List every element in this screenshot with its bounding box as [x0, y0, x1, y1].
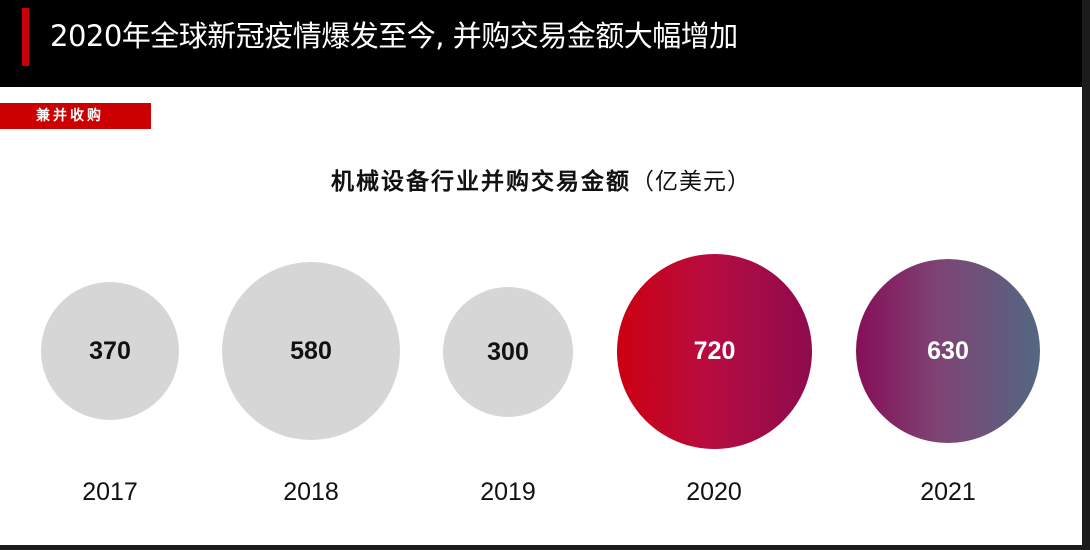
bubble-2017: 370	[41, 282, 179, 420]
section-tag-label: 兼并收购	[36, 108, 104, 124]
bubble-value: 300	[487, 337, 529, 366]
bubble-2021: 630	[856, 259, 1040, 443]
year-label-2021: 2021	[920, 478, 976, 506]
bubble-2020: 720	[617, 254, 812, 449]
header-accent-bar	[22, 8, 29, 66]
bubble-value: 630	[927, 336, 969, 365]
chart-title-main: 机械设备行业并购交易金额	[331, 169, 631, 195]
header-banner: 2020年全球新冠疫情爆发至今, 并购交易金额大幅增加	[0, 0, 1082, 87]
bubble-value: 720	[693, 337, 736, 365]
year-label-2019: 2019	[480, 478, 536, 506]
bubble-value: 370	[89, 336, 131, 365]
bubble-2019: 300	[443, 287, 573, 417]
bubble-2018: 580	[222, 262, 400, 440]
chart-title-unit: （亿美元）	[631, 169, 751, 195]
year-label-2017: 2017	[82, 478, 138, 506]
year-label-2018: 2018	[283, 478, 339, 506]
chart-title: 机械设备行业并购交易金额（亿美元）	[0, 166, 1082, 198]
slide-title: 2020年全球新冠疫情爆发至今, 并购交易金额大幅增加	[50, 19, 738, 53]
bubble-value: 580	[290, 336, 332, 365]
section-tag: 兼并收购	[0, 103, 151, 129]
year-label-2020: 2020	[686, 478, 742, 506]
